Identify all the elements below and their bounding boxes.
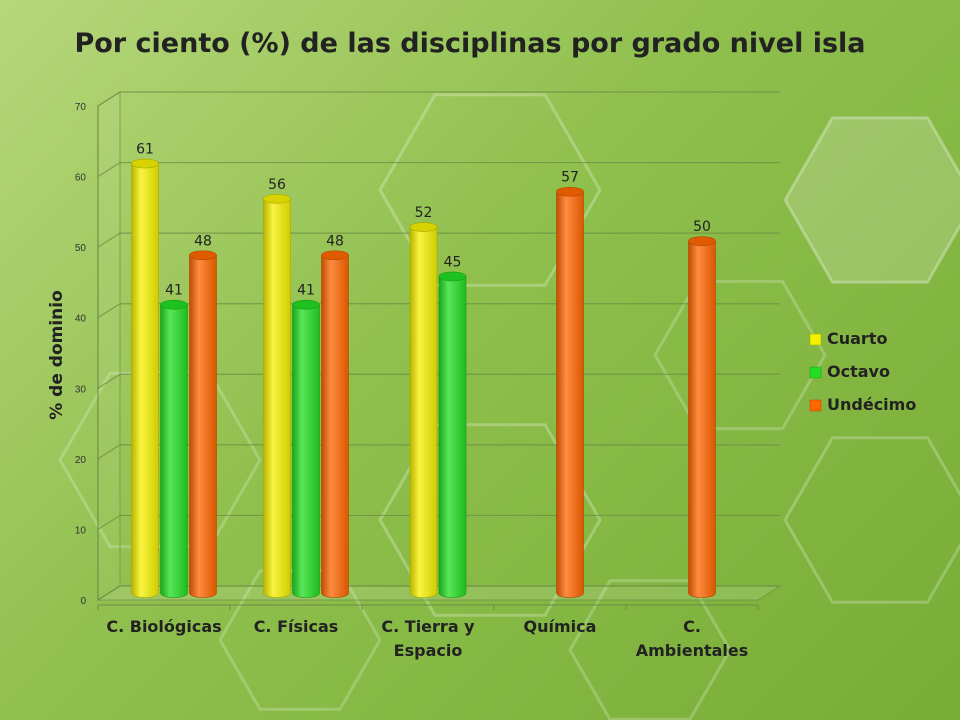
bar bbox=[292, 299, 320, 598]
bar bbox=[321, 250, 349, 598]
bar-body bbox=[160, 304, 188, 598]
legend-swatch bbox=[809, 399, 822, 412]
y-tick-label: 40 bbox=[75, 314, 87, 325]
data-label: 45 bbox=[444, 254, 462, 270]
bar-body bbox=[263, 198, 291, 598]
bar-top bbox=[292, 299, 320, 310]
y-tick-label: 20 bbox=[75, 455, 87, 466]
x-category-label: C. Biológicas bbox=[106, 617, 221, 636]
bar-top bbox=[321, 250, 349, 261]
bg-hexagon bbox=[653, 279, 827, 431]
bar-top bbox=[263, 194, 291, 204]
data-label: 48 bbox=[326, 233, 344, 249]
data-label: 56 bbox=[268, 177, 286, 193]
bar bbox=[189, 250, 217, 598]
x-category-label: C. bbox=[683, 617, 701, 636]
data-label: 41 bbox=[297, 283, 315, 299]
data-label: 57 bbox=[561, 170, 579, 186]
bar-top bbox=[556, 186, 584, 197]
x-category-label: C. Físicas bbox=[254, 617, 339, 636]
gridline bbox=[97, 91, 780, 107]
bg-hexagon bbox=[378, 93, 602, 287]
bar-body bbox=[556, 191, 584, 598]
bar-top bbox=[409, 222, 438, 232]
legend-swatch bbox=[809, 366, 822, 379]
bar-top bbox=[438, 271, 467, 282]
bar-body bbox=[409, 226, 438, 598]
bar bbox=[688, 236, 716, 598]
bar-top bbox=[189, 250, 217, 261]
bg-hexagon bbox=[378, 423, 602, 617]
y-tick-label: 0 bbox=[80, 596, 86, 607]
bar-body bbox=[292, 304, 320, 598]
bar-top bbox=[160, 299, 188, 310]
bg-hexagon bbox=[783, 436, 960, 604]
x-category-label: Química bbox=[524, 617, 597, 636]
bar bbox=[556, 186, 584, 598]
bar bbox=[263, 194, 291, 598]
legend-label: Octavo bbox=[827, 362, 890, 381]
bar-body bbox=[189, 254, 217, 598]
x-category-label: Espacio bbox=[394, 641, 463, 660]
y-tick-label: 60 bbox=[75, 173, 87, 184]
bar bbox=[438, 271, 467, 598]
bar-body bbox=[438, 276, 467, 598]
bar bbox=[409, 222, 438, 598]
bar-body bbox=[321, 254, 349, 598]
y-tick-label: 50 bbox=[75, 243, 87, 254]
y-tick-label: 30 bbox=[75, 384, 87, 395]
bar-top bbox=[688, 236, 716, 246]
data-label: 41 bbox=[165, 283, 183, 299]
chart-title: Por ciento (%) de las disciplinas por gr… bbox=[74, 28, 866, 59]
bg-hexagon bbox=[783, 116, 960, 284]
bar-top bbox=[131, 158, 159, 169]
legend-label: Cuarto bbox=[827, 329, 887, 348]
bar-body bbox=[131, 163, 159, 598]
legend-swatch bbox=[809, 333, 822, 346]
x-category-label: Ambientales bbox=[636, 641, 749, 660]
bar-body bbox=[688, 240, 716, 598]
data-label: 52 bbox=[415, 205, 433, 221]
legend-label: Undécimo bbox=[827, 395, 916, 414]
data-label: 48 bbox=[194, 233, 212, 249]
y-axis-label: % de dominio bbox=[47, 290, 67, 420]
y-tick-label: 70 bbox=[75, 102, 87, 113]
y-tick-label: 10 bbox=[75, 525, 87, 536]
x-category-label: C. Tierra y bbox=[381, 617, 475, 636]
data-label: 61 bbox=[136, 142, 154, 158]
chart-side-wall bbox=[97, 91, 121, 601]
bar bbox=[131, 158, 159, 598]
data-label: 50 bbox=[693, 219, 711, 235]
bar bbox=[160, 299, 188, 598]
gridline bbox=[97, 161, 780, 178]
